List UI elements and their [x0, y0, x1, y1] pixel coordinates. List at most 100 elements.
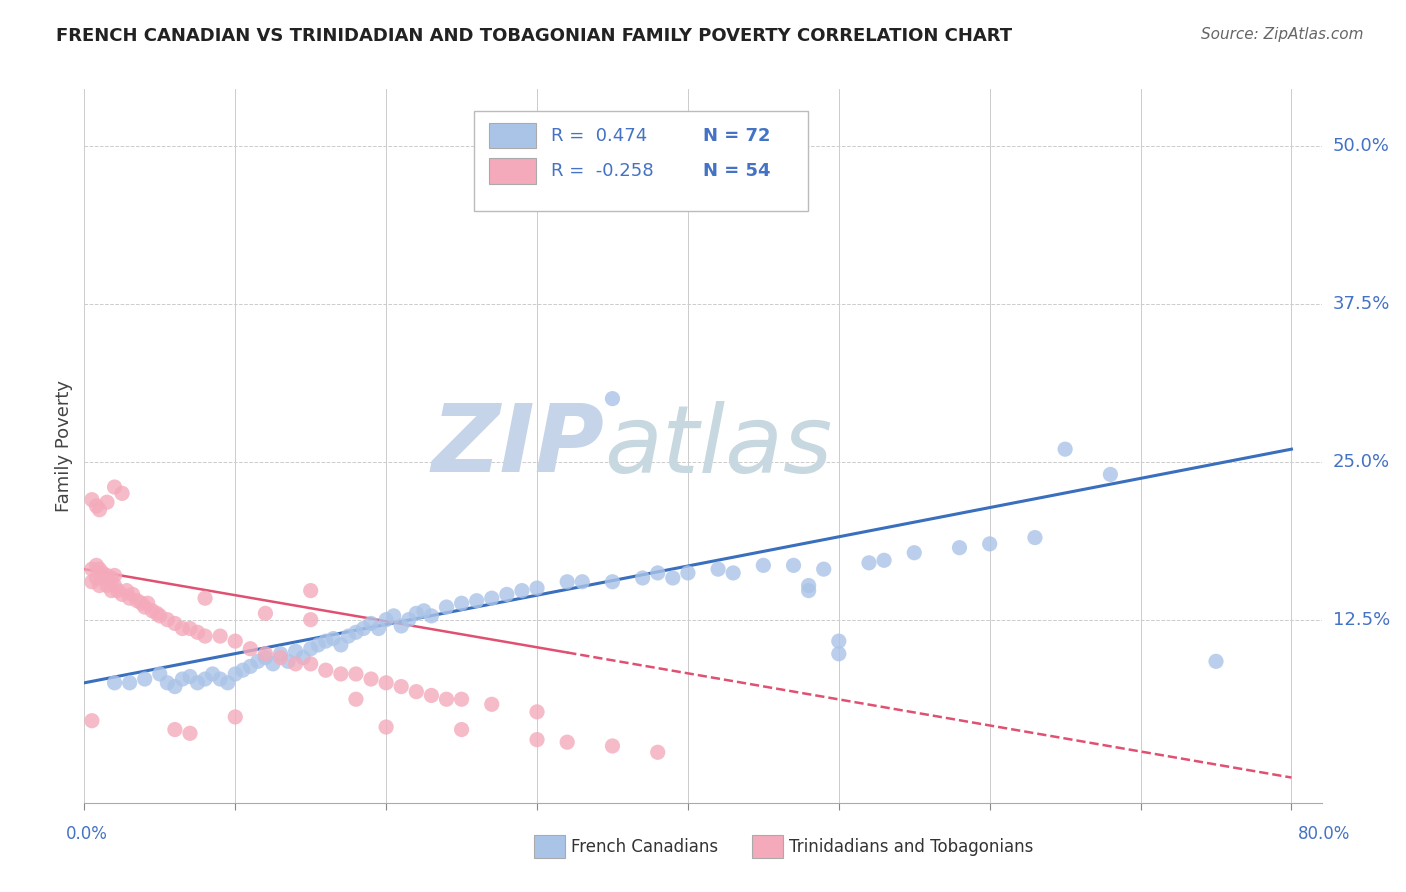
- Point: [602, 739, 624, 753]
- Point: [149, 608, 172, 623]
- Point: [382, 608, 405, 623]
- Point: [450, 692, 472, 706]
- Point: [254, 607, 277, 621]
- Point: [80, 574, 103, 589]
- Text: 37.5%: 37.5%: [1333, 295, 1391, 313]
- Text: R =  0.474: R = 0.474: [551, 127, 647, 145]
- Point: [389, 619, 412, 633]
- Point: [602, 574, 624, 589]
- Point: [450, 723, 472, 737]
- Text: 12.5%: 12.5%: [1333, 611, 1391, 629]
- Point: [858, 556, 880, 570]
- Point: [86, 499, 108, 513]
- Point: [172, 622, 194, 636]
- Point: [80, 562, 103, 576]
- Point: [100, 571, 122, 585]
- Point: [136, 596, 159, 610]
- Point: [360, 616, 382, 631]
- Point: [284, 657, 307, 671]
- Text: N = 54: N = 54: [703, 162, 770, 180]
- Point: [127, 593, 149, 607]
- Point: [239, 641, 262, 656]
- Point: [797, 583, 820, 598]
- Point: [172, 672, 194, 686]
- Text: atlas: atlas: [605, 401, 832, 491]
- Point: [360, 672, 382, 686]
- Point: [307, 638, 329, 652]
- Point: [405, 684, 427, 698]
- Point: [103, 675, 125, 690]
- Y-axis label: Family Poverty: Family Poverty: [55, 380, 73, 512]
- Point: [254, 647, 277, 661]
- Point: [270, 650, 292, 665]
- Text: N = 72: N = 72: [703, 127, 770, 145]
- Point: [232, 663, 254, 677]
- Point: [828, 634, 851, 648]
- Point: [163, 616, 186, 631]
- Point: [315, 634, 337, 648]
- Point: [194, 672, 217, 686]
- Point: [450, 596, 472, 610]
- Point: [163, 723, 186, 737]
- Point: [782, 558, 804, 573]
- Point: [89, 562, 111, 576]
- Point: [224, 667, 246, 681]
- Point: [510, 583, 533, 598]
- Point: [662, 571, 685, 585]
- Point: [436, 692, 458, 706]
- Point: [1099, 467, 1122, 482]
- Point: [420, 608, 443, 623]
- Point: [299, 641, 322, 656]
- Point: [389, 680, 412, 694]
- Point: [344, 692, 367, 706]
- Point: [118, 591, 141, 606]
- Point: [337, 629, 360, 643]
- Point: [412, 604, 434, 618]
- Point: [107, 583, 129, 598]
- Point: [631, 571, 654, 585]
- Point: [375, 675, 398, 690]
- Point: [465, 593, 488, 607]
- Point: [186, 675, 208, 690]
- Point: [555, 735, 578, 749]
- Point: [121, 587, 143, 601]
- Point: [201, 667, 224, 681]
- FancyBboxPatch shape: [489, 123, 536, 148]
- Point: [80, 492, 103, 507]
- Point: [647, 745, 669, 759]
- Point: [526, 732, 548, 747]
- Point: [979, 537, 1001, 551]
- Point: [91, 566, 114, 580]
- Point: [375, 720, 398, 734]
- Point: [420, 689, 443, 703]
- Point: [292, 650, 315, 665]
- Point: [179, 726, 201, 740]
- Point: [80, 714, 103, 728]
- Point: [86, 571, 108, 585]
- Point: [436, 600, 458, 615]
- Point: [96, 568, 118, 582]
- Point: [322, 632, 344, 646]
- Point: [96, 578, 118, 592]
- Point: [481, 698, 503, 712]
- Point: [246, 654, 269, 668]
- Text: 25.0%: 25.0%: [1333, 453, 1391, 471]
- Point: [156, 675, 179, 690]
- Point: [141, 604, 163, 618]
- Text: Source: ZipAtlas.com: Source: ZipAtlas.com: [1201, 27, 1364, 42]
- Point: [89, 578, 111, 592]
- Point: [1054, 442, 1077, 457]
- Point: [179, 622, 201, 636]
- Point: [367, 622, 389, 636]
- Point: [329, 667, 352, 681]
- Text: 80.0%: 80.0%: [1298, 825, 1351, 843]
- Text: 0.0%: 0.0%: [66, 825, 108, 843]
- Point: [299, 657, 322, 671]
- Point: [111, 486, 134, 500]
- Point: [134, 600, 156, 615]
- Point: [948, 541, 970, 555]
- Point: [344, 625, 367, 640]
- Point: [209, 672, 232, 686]
- Point: [481, 591, 503, 606]
- Point: [194, 591, 217, 606]
